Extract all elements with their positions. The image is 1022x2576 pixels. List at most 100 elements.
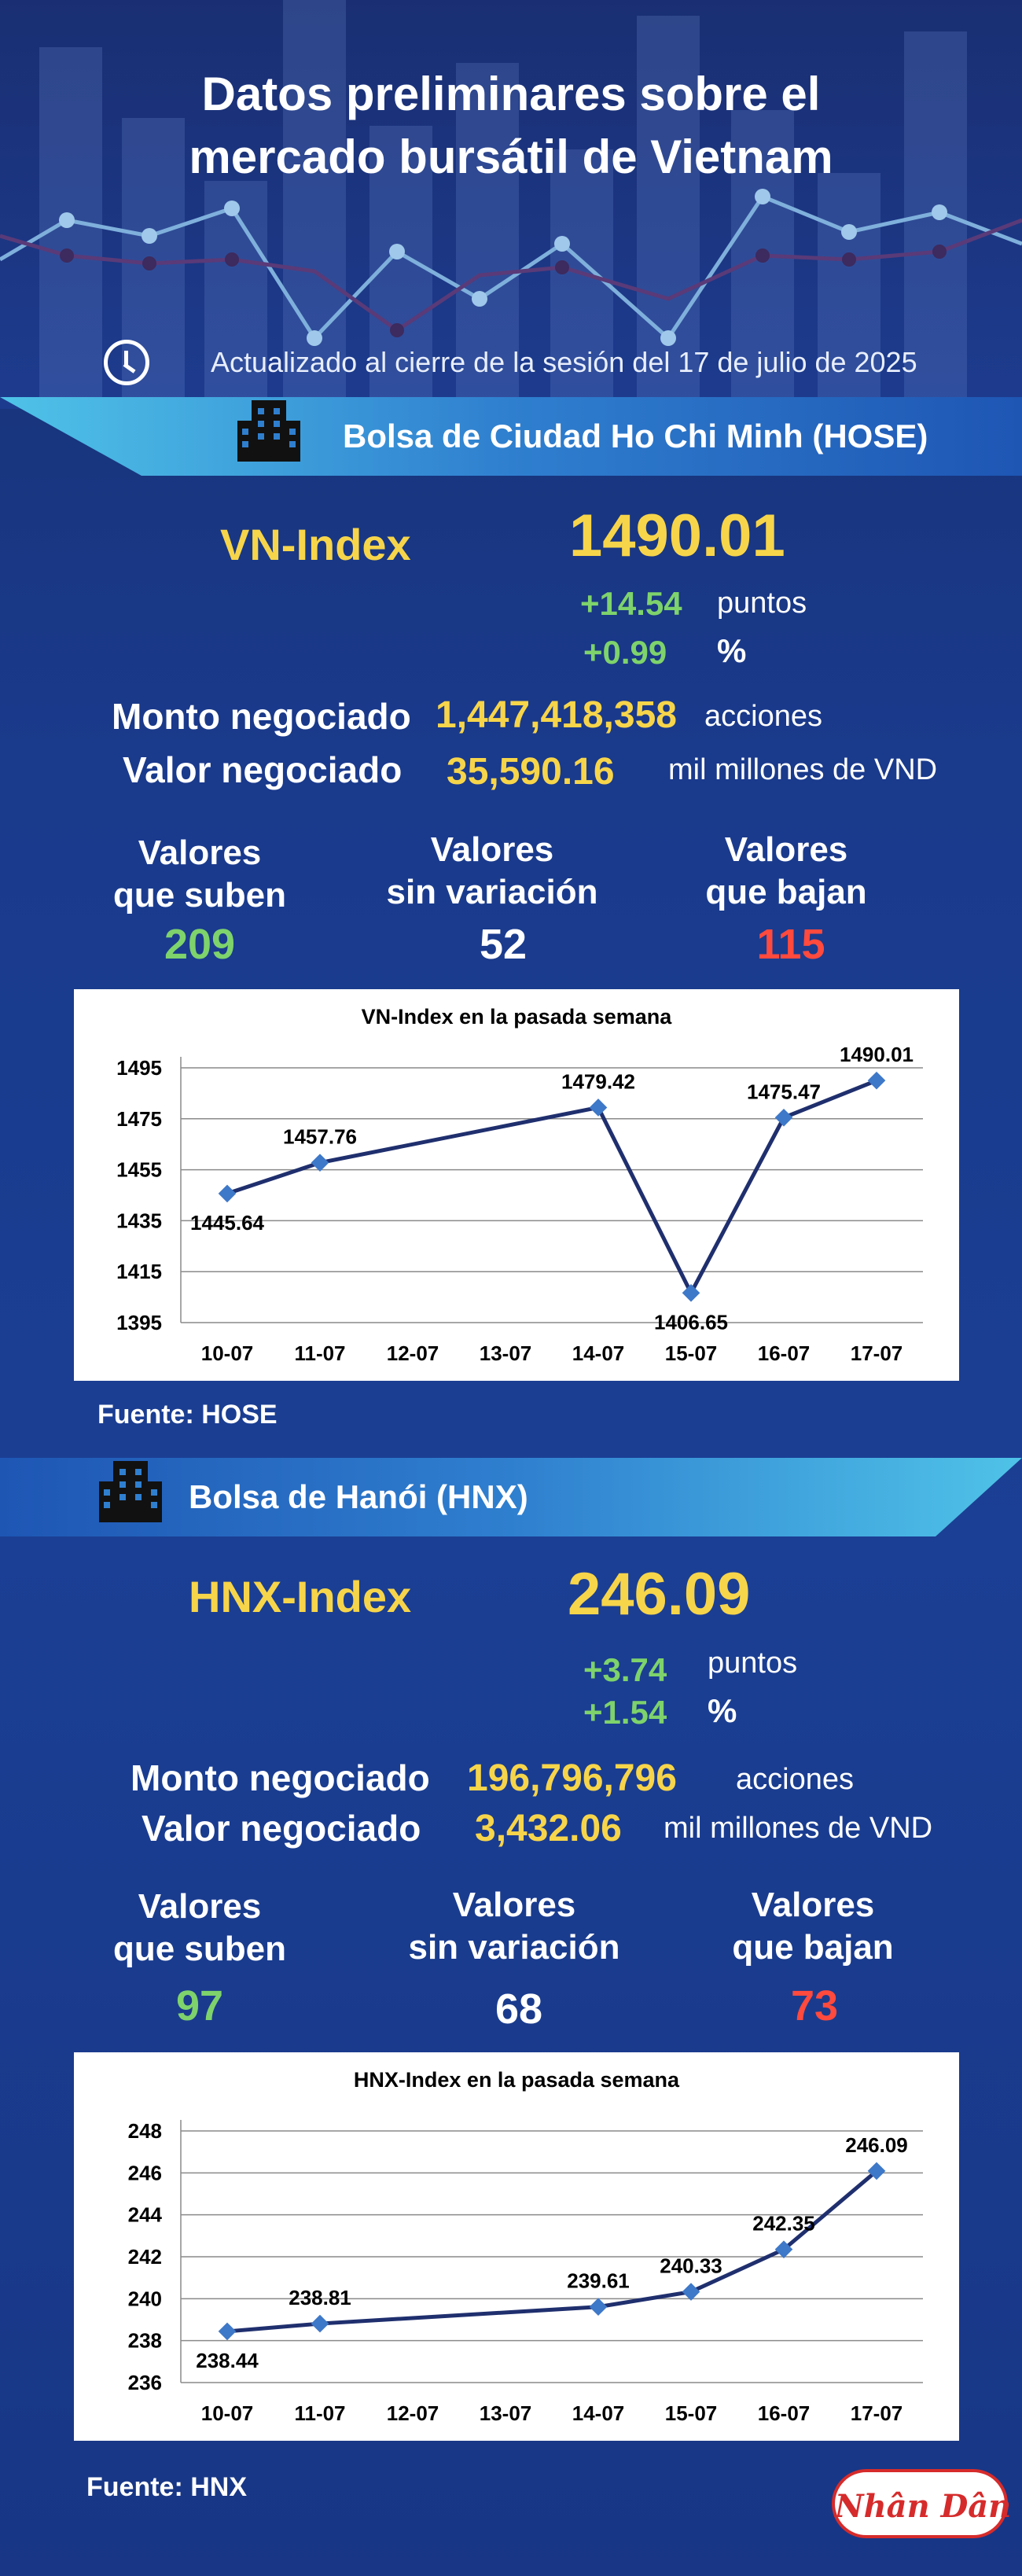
data-point <box>218 2322 237 2341</box>
data-point <box>682 2283 700 2301</box>
hnx-volume-label: Monto negociado <box>131 1757 430 1798</box>
hnx-same-label-line-1: Valores <box>452 1886 576 1924</box>
x-tick-label: 10-07 <box>201 2401 254 2425</box>
hnx-points-label: puntos <box>708 1647 798 1680</box>
hnx-same-label-line-2: sin variación <box>408 1928 620 1967</box>
x-tick-label: 11-07 <box>294 2401 345 2425</box>
hose-up-label-line-1: Valores <box>138 834 262 872</box>
y-tick-label: 244 <box>128 2203 163 2227</box>
data-label: 238.44 <box>196 2349 259 2372</box>
y-tick-label: 240 <box>128 2287 162 2310</box>
hnx-down-label-line-1: Valores <box>751 1886 875 1924</box>
page-title: Datos preliminares sobre el mercado burs… <box>0 63 1022 189</box>
hose-points-label: puntos <box>717 587 807 620</box>
hnx-pct-label: % <box>708 1692 737 1729</box>
hose-up-label-line-2: que suben <box>112 876 287 914</box>
hnx-up-label: Valores que suben <box>66 1886 333 1971</box>
hnx-index-name: HNX-Index <box>189 1572 412 1621</box>
x-tick-label: 12-07 <box>387 2401 439 2425</box>
hose-source: Fuente: HOSE <box>97 1400 278 1430</box>
y-tick-label: 1395 <box>116 1311 162 1334</box>
data-label: 1490.01 <box>840 1043 914 1066</box>
chart-title: VN-Index en la pasada semana <box>362 1005 673 1029</box>
data-label: 1406.65 <box>654 1310 728 1334</box>
x-tick-label: 12-07 <box>387 1341 439 1365</box>
data-point <box>589 1098 608 1117</box>
hose-change-pct: +0.99 <box>583 634 667 671</box>
data-point <box>218 1184 237 1203</box>
logo-text: Nhân Dân <box>835 2488 1012 2525</box>
hnx-down-label-line-2: que bajan <box>732 1928 894 1967</box>
y-tick-label: 242 <box>128 2245 162 2269</box>
hnx-volume-unit: acciones <box>736 1763 854 1796</box>
chart-title: HNX-Index en la pasada semana <box>354 2068 680 2092</box>
x-tick-label: 13-07 <box>480 2401 532 2425</box>
data-point <box>589 2298 608 2317</box>
hose-index-name: VN-Index <box>220 520 411 569</box>
hose-volume-unit: acciones <box>704 700 822 733</box>
decorative-bar <box>456 63 519 409</box>
hnx-source: Fuente: HNX <box>86 2472 247 2502</box>
y-tick-label: 246 <box>128 2161 162 2184</box>
x-tick-label: 16-07 <box>758 1341 811 1365</box>
hose-up-count: 209 <box>164 921 236 968</box>
title-line-1: Datos preliminares sobre el <box>201 68 821 120</box>
x-tick-label: 14-07 <box>572 2401 625 2425</box>
hose-down-count: 115 <box>756 921 825 968</box>
decorative-bar <box>818 173 880 409</box>
title-line-2: mercado bursátil de Vietnam <box>189 131 833 183</box>
hnx-value-label: Valor negociado <box>142 1808 421 1849</box>
hose-change-points: +14.54 <box>580 585 682 622</box>
hose-volume-value: 1,447,418,358 <box>436 694 677 736</box>
decorative-line-chart <box>0 189 1022 346</box>
hnx-value-unit: mil millones de VND <box>664 1812 933 1845</box>
data-label: 238.81 <box>289 2286 351 2309</box>
hnx-banner: Bolsa de Hanói (HNX) <box>0 1458 1022 1536</box>
building-icon <box>237 400 300 462</box>
hose-banner: Bolsa de Ciudad Ho Chi Minh (HOSE) <box>0 397 1022 476</box>
x-tick-label: 11-07 <box>294 1341 345 1365</box>
y-tick-label: 1495 <box>116 1056 162 1080</box>
hnx-same-count: 68 <box>494 1985 543 2033</box>
hose-pct-label: % <box>717 632 747 669</box>
vn-index-chart: VN-Index en la pasada semana 1395 1415 1435… <box>74 989 959 1381</box>
clock-icon <box>104 340 149 385</box>
hnx-index-chart: HNX-Index en la pasada semana 236 238 240 24… <box>74 2052 959 2441</box>
y-tick-label: 236 <box>128 2371 162 2394</box>
x-tick-label: 16-07 <box>758 2401 811 2425</box>
hnx-value-value: 3,432.06 <box>475 1808 622 1849</box>
data-point <box>867 1071 886 1090</box>
data-point <box>682 1283 700 1302</box>
y-tick-label: 1455 <box>116 1158 162 1182</box>
hnx-down-count: 73 <box>790 1982 839 2030</box>
x-tick-label: 13-07 <box>480 1341 532 1365</box>
hose-same-label-line-1: Valores <box>430 830 554 869</box>
data-point <box>311 2314 329 2333</box>
x-tick-label: 14-07 <box>572 1341 625 1365</box>
x-tick-label: 17-07 <box>851 2401 903 2425</box>
hose-banner-title: Bolsa de Ciudad Ho Chi Minh (HOSE) <box>343 418 928 454</box>
data-label: 1479.42 <box>561 1069 635 1093</box>
decorative-bar <box>204 181 267 409</box>
y-tick-label: 1415 <box>116 1260 162 1283</box>
hnx-change-pct: +1.54 <box>583 1694 667 1731</box>
data-label: 1475.47 <box>747 1080 821 1103</box>
y-tick-label: 248 <box>128 2119 162 2143</box>
banner-background <box>0 1458 1022 1536</box>
y-tick-label: 238 <box>128 2329 162 2353</box>
hose-value-unit: mil millones de VND <box>668 753 938 786</box>
hnx-down-label: Valores que bajan <box>679 1884 947 1969</box>
hose-value-label: Valor negociado <box>123 749 403 790</box>
nhan-dan-logo: Nhân Dân <box>832 2469 1012 2538</box>
hnx-up-label-line-2: que suben <box>112 1930 287 1968</box>
data-label: 246.09 <box>845 2133 908 2157</box>
vn-index-chart-svg: VN-Index en la pasada semana 1395 1415 1435… <box>116 1005 923 1365</box>
series-line <box>226 1078 877 1297</box>
hose-same-label: Valores sin variación <box>358 829 626 914</box>
hnx-change-points: +3.74 <box>583 1651 667 1688</box>
hnx-index-value: 246.09 <box>568 1561 751 1628</box>
x-tick-label: 17-07 <box>851 1341 903 1365</box>
x-tick-label: 15-07 <box>665 2401 718 2425</box>
hose-up-label: Valores que suben <box>66 832 333 917</box>
hose-value-value: 35,590.16 <box>447 751 615 793</box>
